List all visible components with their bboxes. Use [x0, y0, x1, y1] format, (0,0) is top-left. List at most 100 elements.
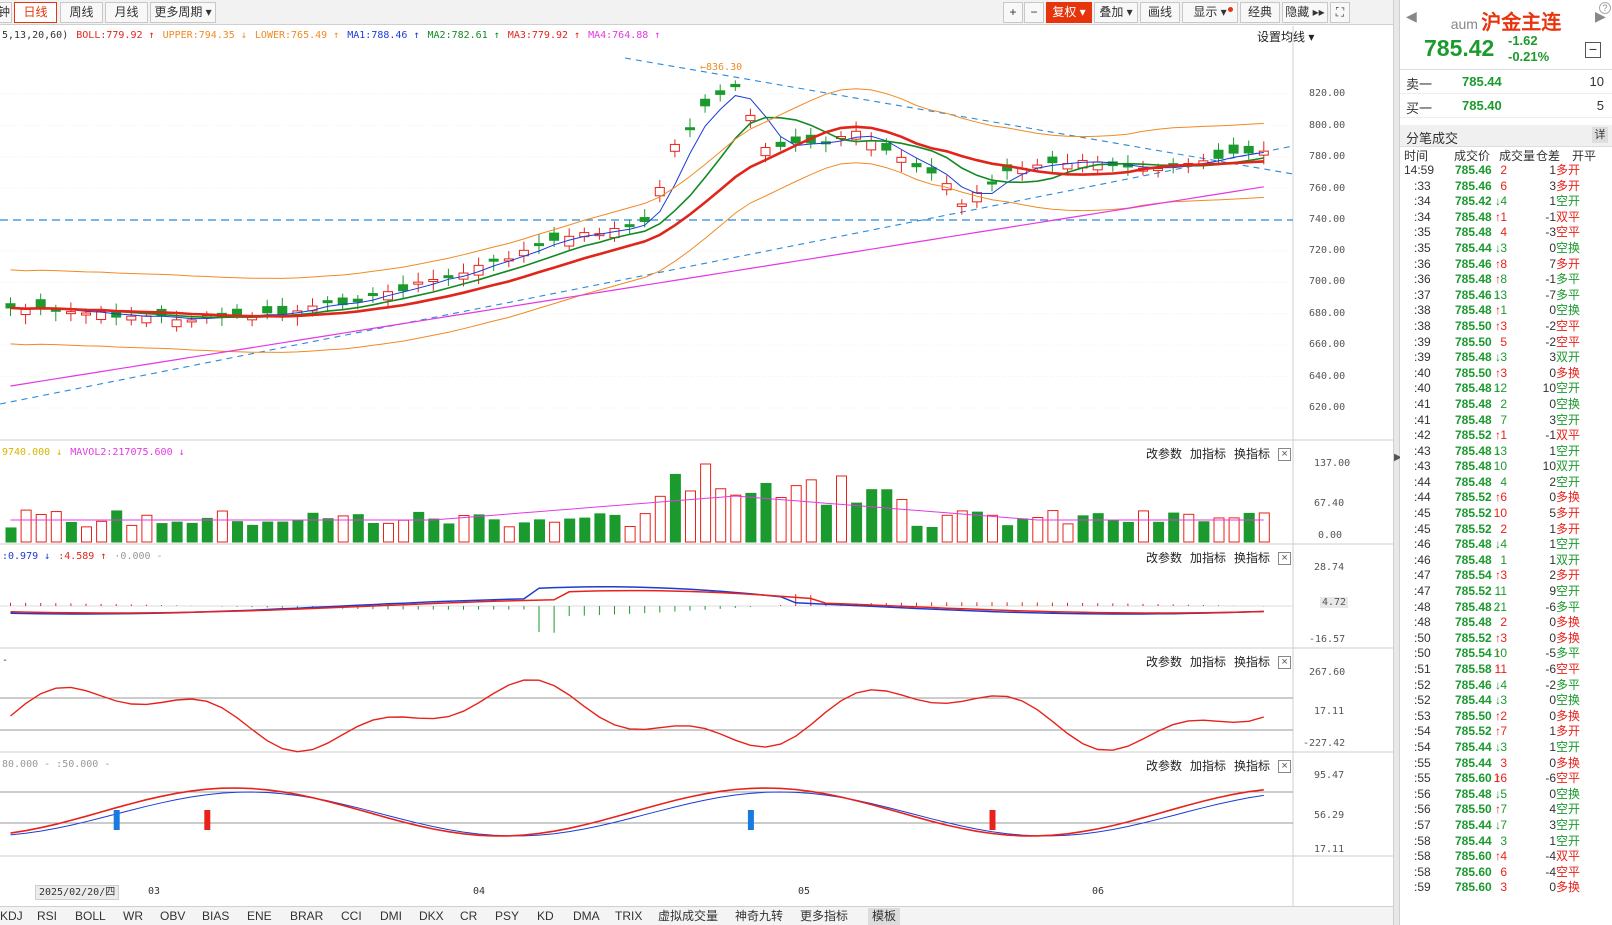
- adjust-price-dropdown[interactable]: 复权 ▾: [1046, 2, 1092, 23]
- overlay-dropdown[interactable]: 叠加 ▾: [1094, 2, 1138, 23]
- switch-indicator-button[interactable]: 换指标: [1234, 655, 1271, 669]
- ma-setting-dropdown[interactable]: 设置均线 ▾: [1257, 30, 1315, 44]
- draw-line-button[interactable]: 画线: [1140, 2, 1180, 23]
- tab-rsi[interactable]: RSI: [37, 909, 58, 923]
- classic-button[interactable]: 经典: [1240, 2, 1280, 23]
- period-monthly-button[interactable]: 月线: [105, 2, 148, 23]
- trend-line-down: [624, 57, 1294, 175]
- period-daily-button[interactable]: 日线: [14, 2, 57, 23]
- volume-bar: [971, 511, 983, 543]
- fullscreen-icon[interactable]: ⛶: [1330, 2, 1350, 23]
- trade-volume: 4: [1500, 849, 1507, 864]
- period-minute-button[interactable]: 钟: [0, 2, 12, 23]
- tab-template[interactable]: 模板: [868, 908, 901, 925]
- switch-indicator-button[interactable]: 换指标: [1234, 759, 1271, 773]
- legend-boll: BOLL:779.92 ↑: [76, 30, 155, 41]
- edit-params-button[interactable]: 改参数: [1146, 551, 1183, 565]
- kline-chart-area[interactable]: 5,13,20,60) BOLL:779.92 ↑ UPPER:794.35 ↓…: [0, 26, 1393, 906]
- kdj-signal-marker: [113, 810, 120, 830]
- tab-more-indicators[interactable]: 更多指标: [800, 909, 849, 923]
- close-panel-icon[interactable]: ×: [1278, 552, 1292, 566]
- volume-bar: [866, 489, 878, 543]
- edit-params-button[interactable]: 改参数: [1146, 655, 1183, 669]
- crosshair-date: 2025/02/20/四: [35, 885, 120, 900]
- tab-virtual-volume[interactable]: 虚拟成交量: [658, 909, 719, 923]
- trade-volume: 3: [1500, 693, 1507, 708]
- tab-brar[interactable]: BRAR: [290, 909, 324, 923]
- y-label: 760.00: [1309, 183, 1346, 194]
- trade-time: :45: [1414, 521, 1431, 536]
- trade-arrow: ↑: [1495, 568, 1501, 583]
- trade-row: :56 785.50 ↑ 7 4 空开: [1400, 802, 1612, 818]
- trade-type: 多换: [1556, 755, 1581, 770]
- trade-row: :54 785.52 ↑ 7 1 多开: [1400, 724, 1612, 740]
- trade-oi-diff: 0: [1549, 240, 1556, 255]
- sell1-price: 785.44: [1462, 74, 1502, 89]
- trade-row: :51 785.58 ↑ 11 -6 空平: [1400, 662, 1612, 678]
- period-weekly-button[interactable]: 周线: [60, 2, 103, 23]
- prev-contract-icon[interactable]: ◀: [1406, 8, 1417, 24]
- candle-body: [65, 311, 76, 315]
- tab-cr[interactable]: CR: [460, 909, 478, 923]
- volume-bar: [216, 510, 228, 543]
- close-panel-icon[interactable]: ×: [1278, 656, 1292, 670]
- volume-bar: [1122, 521, 1134, 543]
- more-periods-dropdown[interactable]: 更多周期 ▾: [150, 2, 216, 23]
- tab-dmi[interactable]: DMI: [380, 909, 402, 923]
- collapse-arrow-icon[interactable]: ▶: [1394, 452, 1402, 463]
- y-label: 740.00: [1309, 214, 1346, 225]
- edit-params-button[interactable]: 改参数: [1146, 759, 1183, 773]
- display-dropdown[interactable]: 显示 ▾: [1182, 2, 1238, 23]
- trade-price: 785.48: [1455, 412, 1492, 427]
- zoom-in-button[interactable]: +: [1003, 2, 1023, 23]
- zoom-out-button[interactable]: −: [1024, 2, 1044, 23]
- trade-row: :35 785.44 ↓ 3 0 空换: [1400, 241, 1612, 257]
- close-panel-icon[interactable]: ×: [1278, 760, 1292, 774]
- next-contract-icon[interactable]: ▶: [1595, 8, 1606, 24]
- trade-row: :40 785.50 ↑ 3 0 多换: [1400, 366, 1612, 382]
- add-indicator-button[interactable]: 加指标: [1190, 655, 1227, 669]
- tab-ene[interactable]: ENE: [247, 909, 272, 923]
- tab-bias[interactable]: BIAS: [202, 909, 230, 923]
- tab-trix[interactable]: TRIX: [615, 909, 643, 923]
- trade-type: 双平: [1556, 849, 1581, 864]
- trades-detail-button[interactable]: 详: [1592, 127, 1608, 143]
- tab-dma[interactable]: DMA: [573, 909, 600, 923]
- volume-bar: [307, 512, 319, 543]
- tab-wr[interactable]: WR: [123, 909, 143, 923]
- trade-price: 785.46: [1455, 287, 1492, 302]
- kline-chart-canvas[interactable]: [0, 26, 1393, 906]
- add-indicator-button[interactable]: 加指标: [1190, 447, 1227, 461]
- tab-psy[interactable]: PSY: [495, 909, 520, 923]
- trade-oi-diff: 0: [1549, 303, 1556, 318]
- tab-obv[interactable]: OBV: [160, 909, 186, 923]
- edit-params-button[interactable]: 改参数: [1146, 447, 1183, 461]
- tab-kdj[interactable]: KDJ: [0, 909, 23, 923]
- volume-bar: [473, 514, 485, 543]
- trade-row: :56 785.48 ↓ 5 0 空换: [1400, 787, 1612, 803]
- trade-arrow: ↑: [1495, 365, 1501, 380]
- hide-panel-button[interactable]: 隐藏 ▸▸: [1282, 2, 1328, 23]
- switch-indicator-button[interactable]: 换指标: [1234, 551, 1271, 565]
- trade-volume: 10: [1493, 459, 1507, 474]
- candle-body: [745, 114, 756, 122]
- tab-boll[interactable]: BOLL: [75, 909, 106, 923]
- close-panel-icon[interactable]: ×: [1278, 448, 1292, 462]
- minimize-icon[interactable]: −: [1585, 42, 1601, 58]
- trade-row: :44 785.48 4 2 空开: [1400, 475, 1612, 491]
- tab-kd[interactable]: KD: [537, 909, 554, 923]
- trade-type: 多换: [1556, 880, 1581, 895]
- trade-price: 785.48: [1455, 786, 1492, 801]
- add-indicator-button[interactable]: 加指标: [1190, 551, 1227, 565]
- add-indicator-button[interactable]: 加指标: [1190, 759, 1227, 773]
- trade-type: 多平: [1556, 646, 1581, 661]
- help-icon[interactable]: ?: [1599, 2, 1611, 14]
- panel-splitter[interactable]: ▶: [1393, 0, 1402, 925]
- tab-magic-nine[interactable]: 神奇九转: [735, 909, 784, 923]
- volume-bar: [398, 519, 410, 543]
- tab-cci[interactable]: CCI: [341, 909, 362, 923]
- col-time: 时间: [1404, 149, 1429, 163]
- tab-dkx[interactable]: DKX: [419, 909, 444, 923]
- trade-type: 空平: [1556, 318, 1581, 333]
- switch-indicator-button[interactable]: 换指标: [1234, 447, 1271, 461]
